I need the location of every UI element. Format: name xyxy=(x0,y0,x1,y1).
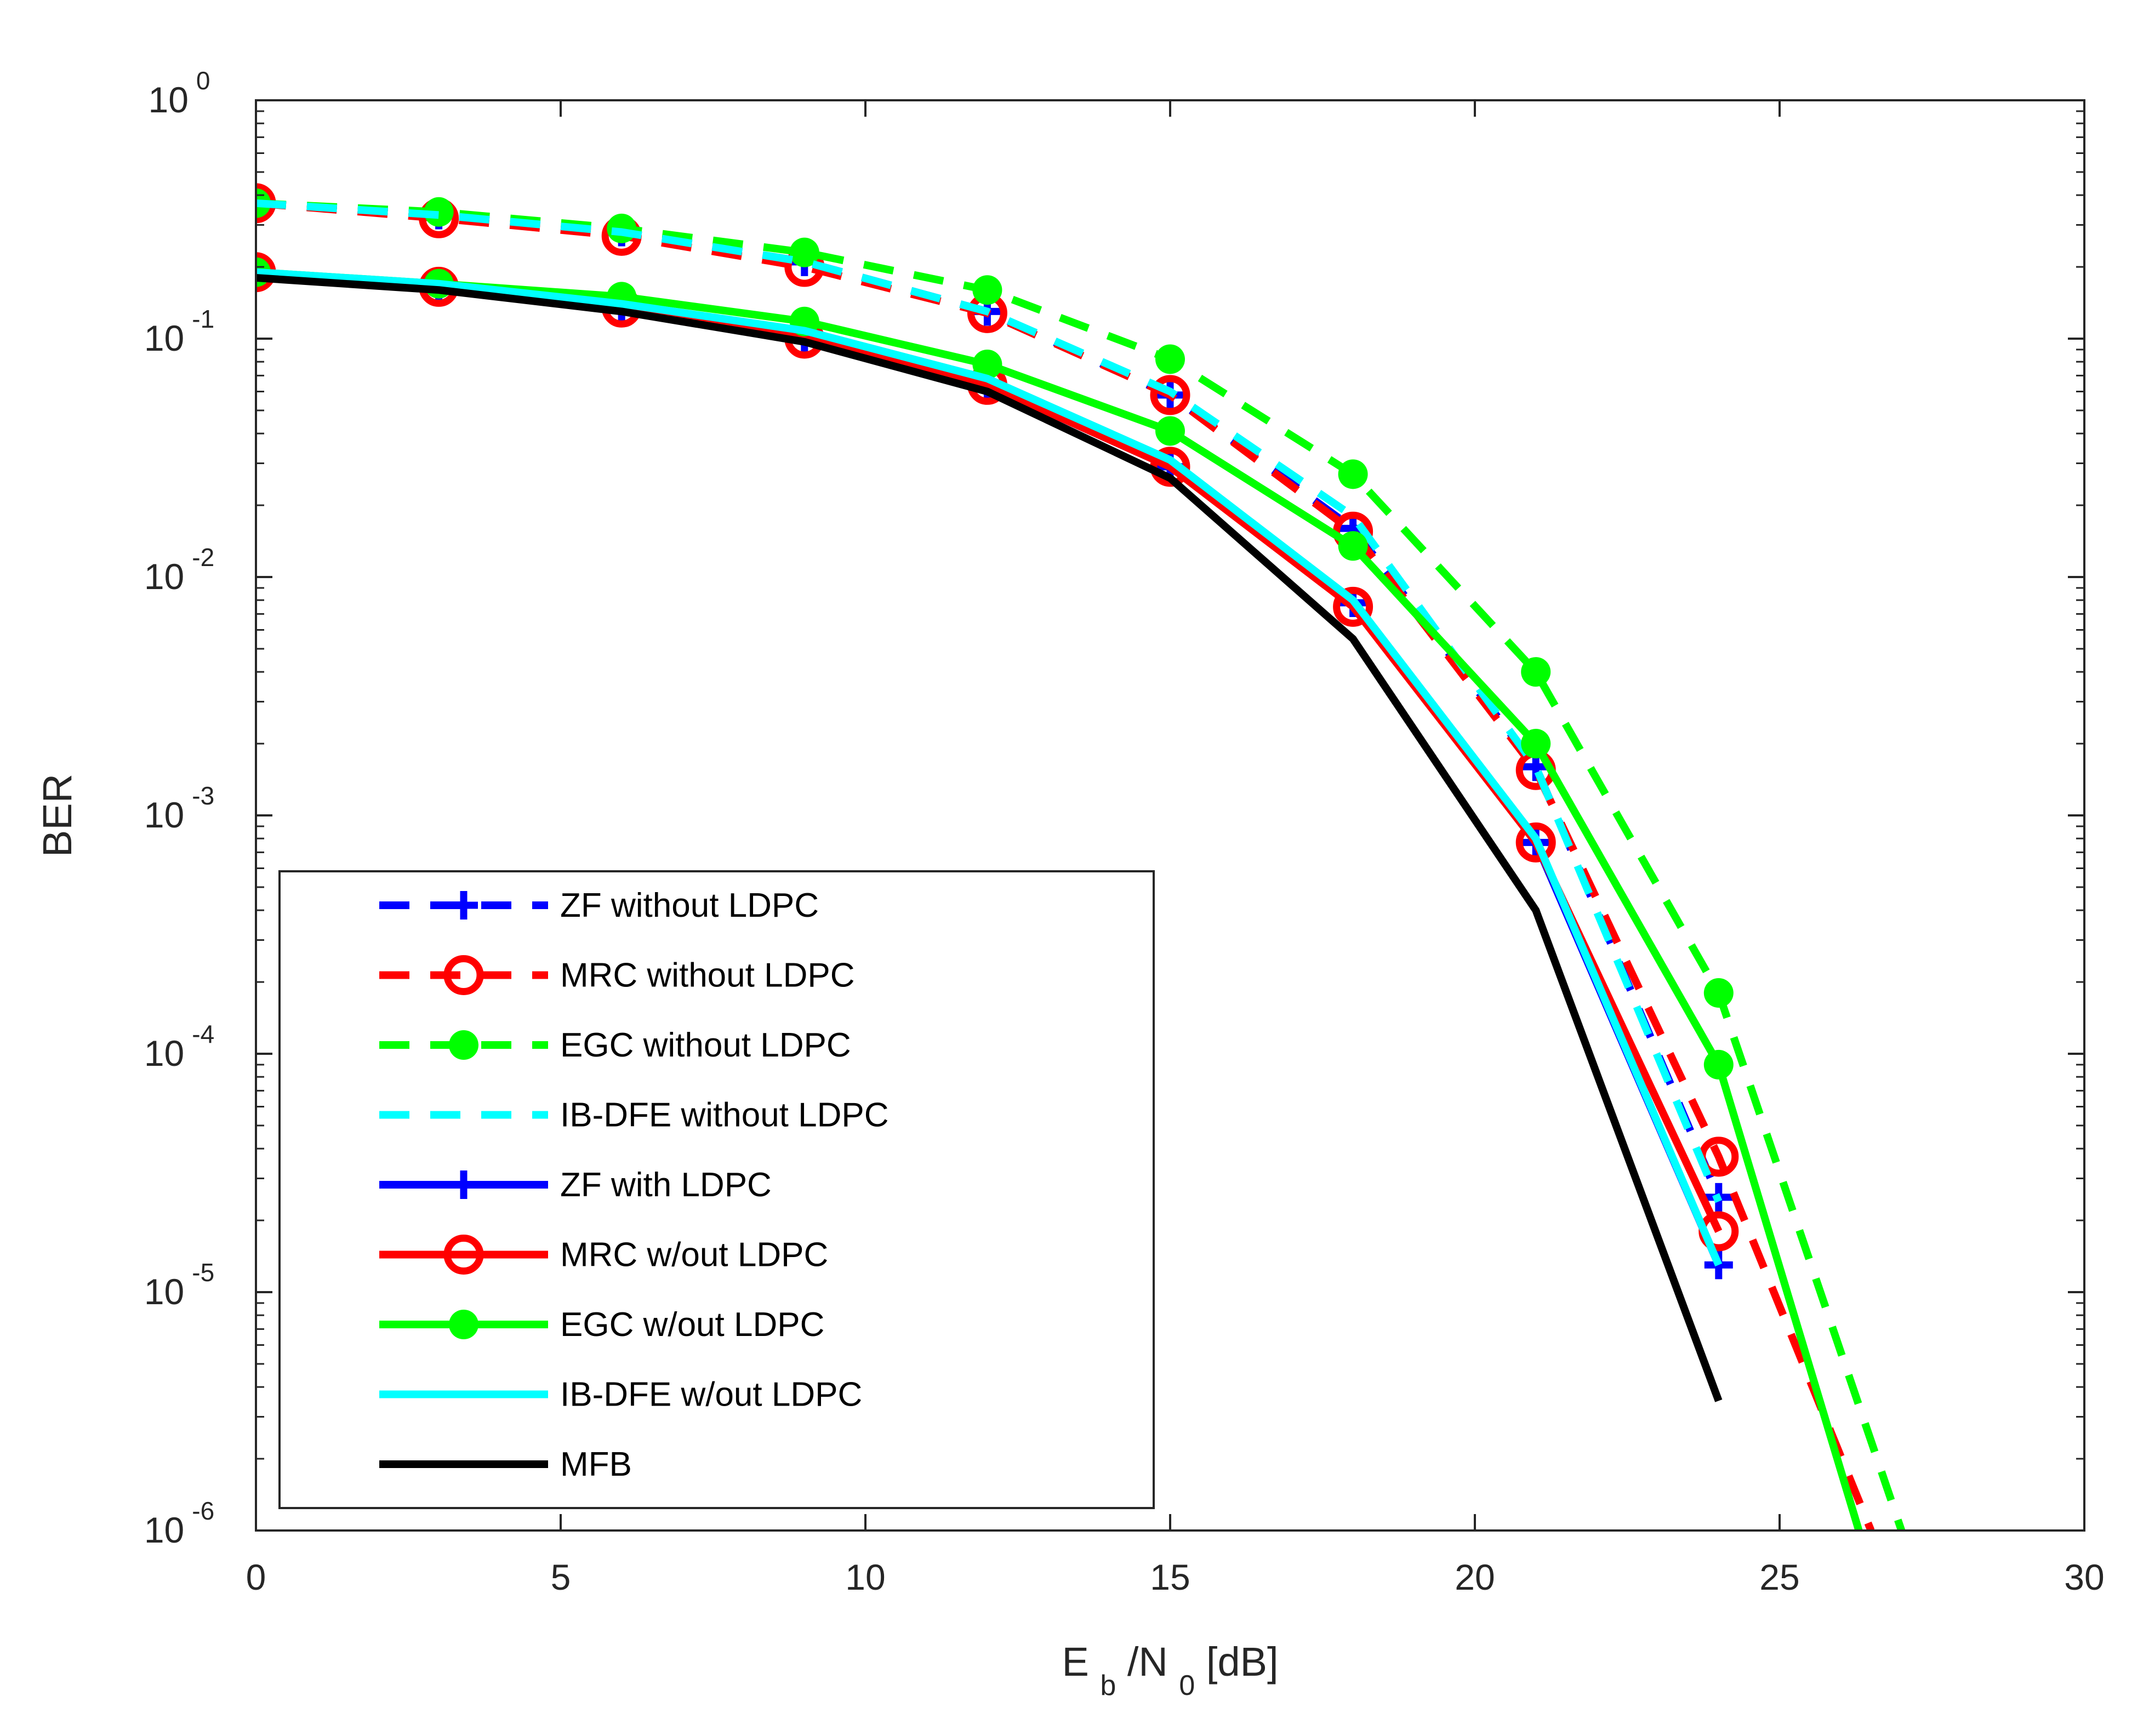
x-label-n: /N xyxy=(1127,1639,1168,1684)
data-point-egc-without-ldpc xyxy=(1521,657,1551,687)
data-point-egc-w-out-ldpc xyxy=(972,349,1002,379)
x-tick-label: 10 xyxy=(845,1557,885,1597)
x-tick-label: 5 xyxy=(551,1557,571,1597)
x-tick-label: 20 xyxy=(1455,1557,1495,1597)
series-mfb xyxy=(256,274,1723,1402)
legend-item-egc-without-ldpc: EGC without LDPC xyxy=(379,1026,851,1064)
x-label-sub-b: b xyxy=(1100,1670,1116,1701)
series-line-mfb xyxy=(256,274,1723,1402)
legend-label: ZF without LDPC xyxy=(560,887,819,924)
legend-label: MRC without LDPC xyxy=(560,957,854,995)
legend-label: IB-DFE without LDPC xyxy=(560,1097,889,1134)
series-ib-dfe-w-out-ldpc xyxy=(256,268,1723,1267)
y-tick-label: 10 -3 xyxy=(144,781,214,835)
legend-label: EGC without LDPC xyxy=(560,1026,851,1064)
series-ib-dfe-without-ldpc xyxy=(256,199,1723,1203)
x-label-unit: [dB] xyxy=(1206,1639,1279,1684)
x-tick-label: 30 xyxy=(2064,1557,2104,1597)
series-layer xyxy=(256,183,1906,1531)
data-point-zf-with-ldpc xyxy=(1704,1250,1733,1280)
data-point-egc-without-ldpc xyxy=(1155,344,1185,374)
data-point-egc-w-out-ldpc xyxy=(1703,1049,1734,1080)
legend-marker xyxy=(449,891,478,920)
data-point-egc-without-ldpc xyxy=(789,237,819,267)
x-tick-label: 15 xyxy=(1150,1557,1190,1597)
data-point-mrc-w-out-ldpc xyxy=(1515,822,1556,863)
data-point-egc-w-out-ldpc xyxy=(1155,416,1185,446)
legend-item-zf-without-ldpc: ZF without LDPC xyxy=(379,887,819,924)
y-tick-label: 10 0 xyxy=(148,66,210,120)
y-tick-label: 10 -4 xyxy=(144,1020,214,1073)
legend-item-ib-dfe-w-out-ldpc: IB-DFE w/out LDPC xyxy=(379,1376,862,1414)
legend-label: IB-DFE w/out LDPC xyxy=(560,1376,862,1414)
x-label-e: E xyxy=(1062,1639,1088,1684)
data-point-egc-without-ldpc xyxy=(1338,459,1368,489)
x-tick-label: 25 xyxy=(1759,1557,1799,1597)
y-tick-label: 10 -2 xyxy=(144,543,214,597)
y-axis-label: BER xyxy=(35,774,80,857)
legend: ZF without LDPC MRC without LDPC EGC witho… xyxy=(278,870,1155,1509)
y-tick-label: 10 -1 xyxy=(144,305,214,358)
legend-marker xyxy=(449,1170,478,1199)
legend-marker xyxy=(443,1235,484,1275)
legend-marker xyxy=(449,1310,478,1339)
data-point-egc-without-ldpc xyxy=(1703,978,1734,1008)
x-axis-label: E b /N 0 [dB] xyxy=(1062,1639,1278,1704)
data-point-egc-w-out-ldpc xyxy=(1338,531,1368,561)
y-tick-label: 10 -6 xyxy=(144,1497,214,1550)
legend-item-egc-w-out-ldpc: EGC w/out LDPC xyxy=(379,1306,824,1344)
legend-marker xyxy=(449,1030,478,1060)
legend-label: ZF with LDPC xyxy=(560,1166,772,1204)
legend-item-mrc-without-ldpc: MRC without LDPC xyxy=(379,955,854,995)
y-tick-label: 10 -5 xyxy=(144,1258,214,1312)
legend-item-zf-with-ldpc: ZF with LDPC xyxy=(379,1166,772,1204)
data-point-egc-without-ldpc xyxy=(972,275,1002,305)
legend-item-mrc-w-out-ldpc: MRC w/out LDPC xyxy=(379,1235,828,1275)
data-point-egc-w-out-ldpc xyxy=(1521,729,1551,759)
x-label-sub-0: 0 xyxy=(1179,1670,1195,1701)
legend-label: MRC w/out LDPC xyxy=(560,1236,828,1274)
series-line-ib-dfe-w-out-ldpc xyxy=(256,268,1723,1267)
x-tick-label: 0 xyxy=(246,1557,266,1597)
data-point-mrc-w-out-ldpc xyxy=(1333,586,1373,627)
legend-box xyxy=(278,870,1155,1509)
legend-item-mfb: MFB xyxy=(379,1446,632,1483)
legend-item-ib-dfe-without-ldpc: IB-DFE without LDPC xyxy=(379,1097,889,1134)
data-point-mrc-without-ldpc xyxy=(1150,375,1190,415)
series-line-ib-dfe-without-ldpc xyxy=(256,199,1723,1203)
legend-marker xyxy=(443,955,484,995)
legend-label: MFB xyxy=(560,1446,632,1483)
legend-label: EGC w/out LDPC xyxy=(560,1306,824,1344)
